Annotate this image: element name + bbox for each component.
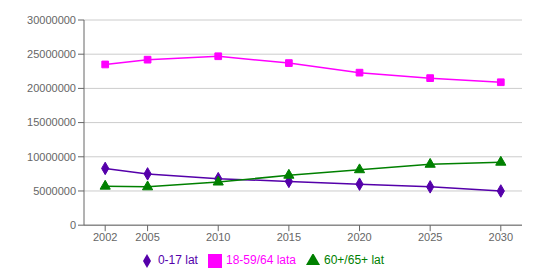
svg-text:2020: 2020	[347, 231, 371, 243]
svg-text:10000000: 10000000	[27, 151, 76, 163]
svg-text:30000000: 30000000	[27, 14, 76, 26]
svg-text:2030: 2030	[489, 231, 513, 243]
svg-text:2005: 2005	[135, 231, 159, 243]
svg-text:0: 0	[70, 219, 76, 231]
svg-text:5000000: 5000000	[33, 185, 76, 197]
svg-text:2002: 2002	[93, 231, 117, 243]
svg-text:2015: 2015	[277, 231, 301, 243]
svg-text:2025: 2025	[418, 231, 442, 243]
html-text:60+/65+ lat: 60+/65+ lat	[324, 253, 385, 268]
svg-text:2010: 2010	[206, 231, 230, 243]
svg-text:20000000: 20000000	[27, 82, 76, 94]
svg-text:15000000: 15000000	[27, 116, 76, 128]
svg-text:25000000: 25000000	[27, 48, 76, 60]
html-text:0-17 lat: 0-17 lat	[157, 253, 198, 268]
html-text:18-59/64 lata: 18-59/64 lata	[226, 253, 296, 268]
